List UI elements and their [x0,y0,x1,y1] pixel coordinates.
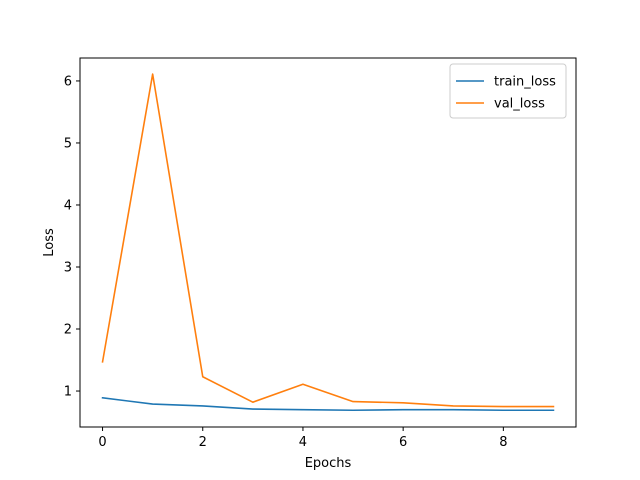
y-tick-label: 5 [64,136,72,151]
legend: train_loss val_loss [450,64,566,118]
x-tick-label: 2 [199,435,207,450]
x-tick-label: 4 [299,435,307,450]
y-tick-label: 4 [64,198,72,213]
x-tick-label: 0 [98,435,106,450]
x-axis-label: Epochs [305,456,352,471]
y-tick-label: 6 [64,74,72,89]
x-tick-label: 8 [499,435,507,450]
legend-label-train-loss: train_loss [494,75,556,90]
y-tick-label: 1 [64,385,72,400]
y-tick-label: 2 [64,323,72,338]
legend-label-val-loss: val_loss [494,97,545,112]
y-axis-label: Loss [42,228,57,257]
x-tick-label: 6 [399,435,407,450]
y-tick-label: 3 [64,260,72,275]
